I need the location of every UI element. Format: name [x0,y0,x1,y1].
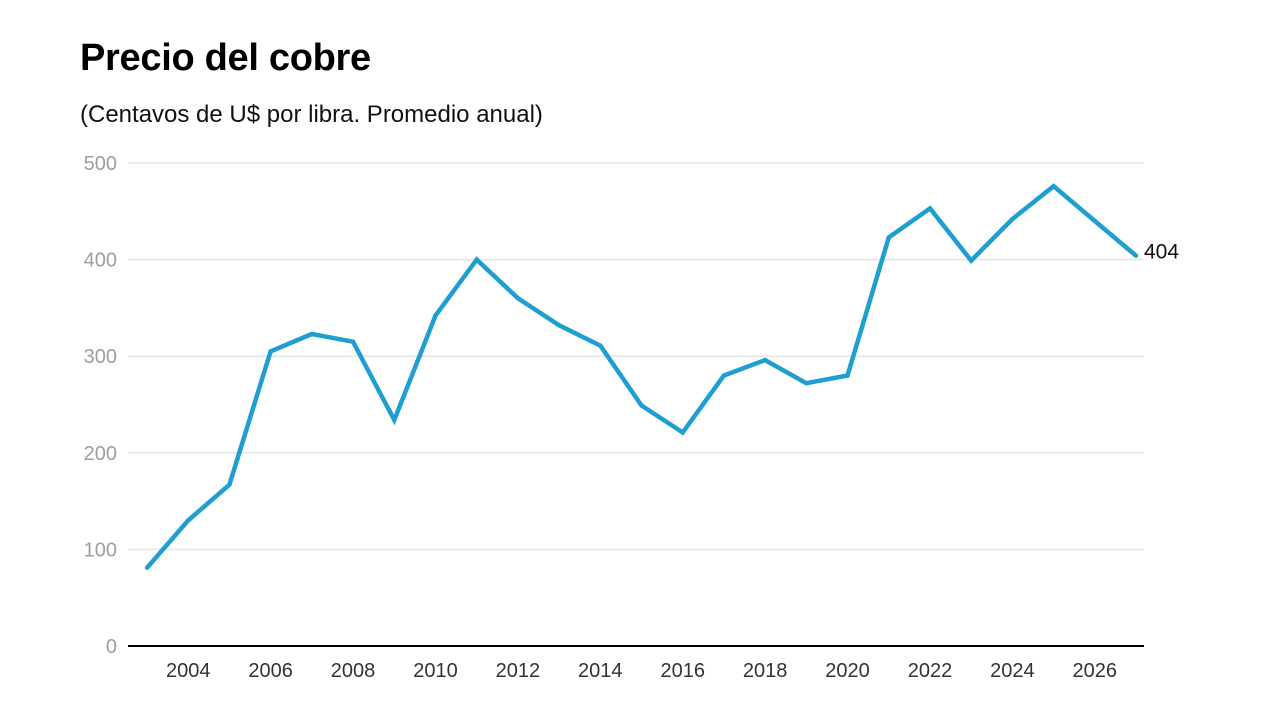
data-point-2020 [845,373,850,378]
series-line [145,183,1138,570]
chart-subtitle: (Centavos de U$ por libra. Promedio anua… [80,101,543,128]
data-point-2006 [268,349,273,354]
chart-series [145,183,1138,570]
y-tick-label: 200 [84,443,117,465]
data-point-2009 [392,417,397,423]
data-point-2019 [804,381,809,386]
data-point-2004 [186,518,191,523]
y-tick-label: 100 [84,539,117,561]
x-tick-label: 2018 [743,660,788,682]
data-point-2026 [1092,218,1097,224]
data-point-2027 [1133,253,1139,258]
x-tick-label: 2016 [660,660,705,682]
data-point-2016 [680,430,685,435]
chart-title: Precio del cobre [80,37,371,79]
data-point-2024 [1010,216,1015,222]
x-tick-label: 2004 [166,660,211,682]
data-point-2007 [309,331,315,337]
y-tick-label: 0 [106,636,117,658]
data-point-2008 [350,339,356,344]
data-point-2014 [598,343,603,348]
x-tick-label: 2014 [578,660,623,682]
x-tick-label: 2024 [990,660,1035,682]
x-axis-ticks: 2004 2006 2008 2010 2012 2014 2016 2018 2020 2022… [166,660,1117,682]
x-tick-label: 2026 [1073,660,1118,682]
data-point-2025 [1051,183,1056,189]
y-tick-label: 300 [84,346,117,368]
data-point-2003 [144,565,150,570]
data-point-2017 [721,373,727,378]
y-tick-label: 400 [84,250,117,272]
data-point-2023 [968,258,974,263]
x-tick-label: 2006 [248,660,293,682]
data-point-2010 [433,313,438,318]
data-point-2011 [474,257,479,262]
y-axis-ticks: 0 100 200 300 400 500 [84,153,117,658]
data-point-2012 [515,296,521,301]
end-value-label: 404 [1144,241,1179,264]
data-point-2013 [556,323,562,328]
data-point-2021 [886,235,891,240]
chart-points [144,183,1139,570]
x-tick-label: 2008 [331,660,376,682]
data-point-2015 [639,403,644,408]
x-tick-label: 2022 [908,660,953,682]
chart-gridlines [128,162,1144,551]
x-tick-label: 2012 [496,660,541,682]
data-point-2018 [762,357,768,363]
data-point-2022 [927,206,933,211]
data-point-2005 [227,482,232,487]
x-tick-label: 2010 [413,660,458,682]
x-tick-label: 2020 [825,660,870,682]
y-tick-label: 500 [84,153,117,175]
